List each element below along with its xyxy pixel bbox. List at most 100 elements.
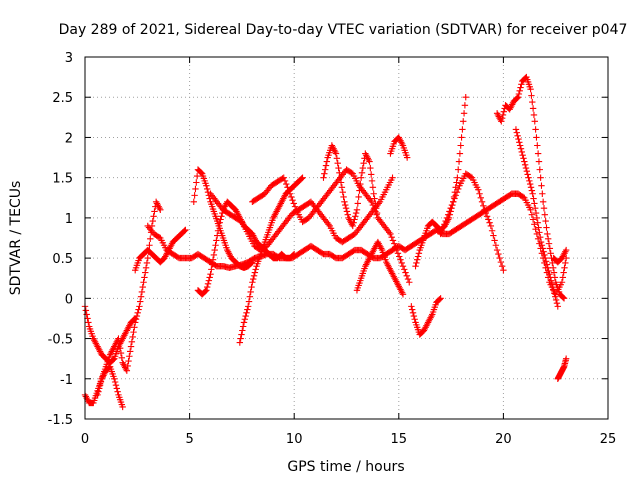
- data-point: [461, 102, 469, 109]
- data-point: [531, 118, 538, 125]
- data-point: [490, 232, 497, 239]
- data-point: [514, 94, 521, 102]
- data-point: [352, 209, 360, 217]
- data-point: [528, 211, 536, 218]
- data-point: [112, 382, 120, 389]
- data-point: [283, 180, 290, 188]
- data-point: [542, 254, 549, 262]
- data-point: [236, 339, 244, 346]
- data-point: [544, 264, 551, 271]
- data-point: [203, 287, 210, 294]
- data-point: [337, 179, 345, 186]
- data-point: [248, 283, 255, 291]
- data-point: [549, 259, 556, 267]
- y-tick-label: 0.5: [52, 252, 73, 267]
- data-point: [216, 219, 223, 226]
- data-point: [488, 227, 496, 234]
- data-point: [373, 209, 381, 217]
- data-point: [360, 159, 367, 167]
- data-point: [250, 272, 258, 280]
- data-point: [549, 283, 556, 291]
- data-point: [560, 294, 567, 301]
- data-point: [368, 177, 376, 185]
- data-point: [496, 254, 503, 262]
- data-point: [209, 256, 217, 263]
- series-arc-c: [94, 198, 164, 399]
- data-point: [438, 227, 446, 234]
- data-point: [205, 277, 213, 284]
- data-point: [521, 158, 528, 165]
- data-point: [413, 259, 420, 267]
- data-point: [403, 154, 411, 161]
- data-point: [111, 375, 118, 382]
- data-point: [517, 84, 524, 91]
- data-point: [244, 306, 251, 313]
- data-point: [456, 150, 464, 157]
- data-point: [239, 327, 246, 334]
- x-tick-label: 15: [391, 432, 408, 447]
- data-point: [458, 134, 465, 141]
- data-point: [131, 324, 138, 331]
- data-point: [538, 182, 545, 189]
- data-point: [540, 248, 547, 255]
- data-point: [526, 180, 534, 188]
- series-arc-k: [320, 142, 382, 230]
- data-point: [349, 222, 356, 230]
- series-arc-l: [387, 134, 411, 161]
- data-point: [552, 293, 559, 300]
- data-point: [116, 345, 124, 352]
- data-point: [217, 216, 224, 223]
- data-point: [320, 174, 327, 181]
- data-point: [359, 164, 367, 172]
- data-point: [83, 311, 90, 318]
- data-point: [444, 211, 452, 218]
- data-point: [485, 216, 492, 223]
- data-point: [528, 92, 535, 99]
- data-point: [561, 264, 568, 271]
- data-point: [248, 259, 255, 267]
- data-point: [547, 274, 554, 281]
- data-point: [539, 245, 546, 252]
- data-point: [124, 362, 131, 370]
- data-point: [408, 303, 415, 310]
- data-point: [215, 222, 223, 230]
- data-point: [249, 258, 256, 266]
- data-point: [453, 179, 460, 186]
- data-point: [343, 208, 351, 215]
- data-point: [550, 287, 557, 294]
- data-point: [551, 290, 558, 297]
- data-point: [370, 190, 377, 197]
- data-point: [533, 214, 541, 222]
- data-point: [237, 217, 244, 225]
- ticks: [84, 56, 609, 420]
- data-point: [356, 187, 363, 194]
- data-point: [137, 298, 144, 305]
- data-point: [534, 219, 541, 226]
- y-axis-title: SDTVAR / TECUs: [8, 181, 24, 296]
- data-point: [214, 232, 221, 239]
- data-point: [321, 170, 328, 177]
- data-point: [524, 171, 531, 178]
- data-point: [415, 250, 423, 257]
- data-point: [203, 185, 211, 193]
- data-point: [559, 274, 567, 281]
- data-point: [181, 227, 188, 234]
- data-point: [487, 222, 495, 230]
- data-point: [513, 129, 520, 136]
- data-point: [539, 198, 547, 205]
- data-point: [281, 177, 289, 185]
- data-point: [409, 309, 417, 317]
- data-point: [241, 316, 249, 323]
- data-point: [125, 357, 132, 365]
- data-point: [392, 243, 399, 251]
- data-point: [553, 299, 561, 307]
- data-point: [127, 343, 135, 350]
- data-point: [119, 403, 126, 411]
- data-point: [371, 195, 378, 202]
- data-point: [96, 385, 103, 392]
- data-point: [155, 233, 163, 241]
- data-point: [462, 94, 469, 101]
- data-point: [493, 246, 501, 254]
- data-point: [459, 126, 466, 133]
- data-point: [543, 224, 550, 231]
